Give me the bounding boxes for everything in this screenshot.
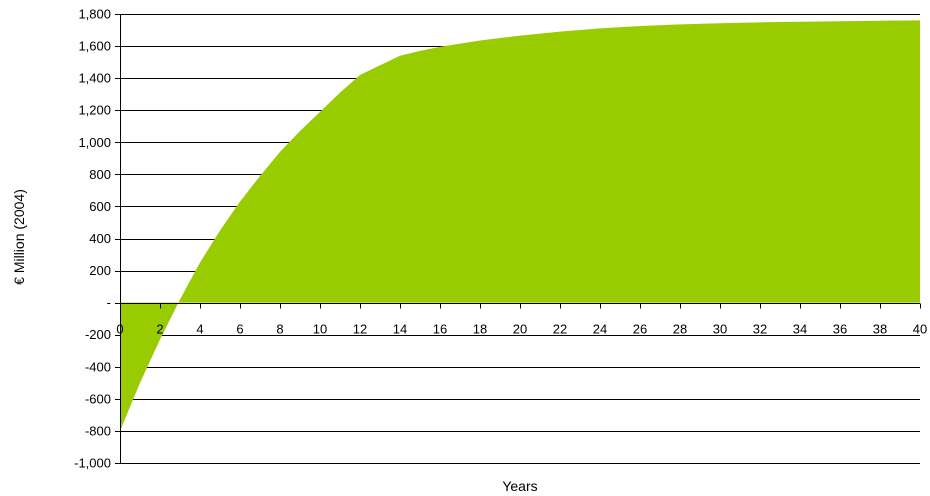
x-tick-label: 4 <box>196 322 203 337</box>
area-fill <box>120 20 920 431</box>
x-tick-label: 20 <box>513 322 527 337</box>
y-axis-tick-labels: 1,800 1,600 1,400 1,200 1,000 800 600 400 200 - -2… <box>74 7 111 471</box>
x-tick-label: 32 <box>753 322 767 337</box>
x-tick-label: 22 <box>553 322 567 337</box>
y-tick-label: 1,200 <box>78 103 111 118</box>
x-tick-label: 14 <box>393 322 407 337</box>
y-tick-label: -800 <box>85 423 111 438</box>
x-tick-label: 36 <box>833 322 847 337</box>
x-tick-label: 26 <box>633 322 647 337</box>
y-axis-title: € Million (2004) <box>11 189 27 285</box>
y-tick-label: -1,000 <box>74 456 111 471</box>
y-tick-label: -200 <box>85 327 111 342</box>
axes <box>115 14 921 464</box>
y-tick-label: -600 <box>85 391 111 406</box>
y-tick-label: 1,000 <box>78 135 111 150</box>
y-tick-label: 400 <box>89 231 111 246</box>
x-tick-label: 34 <box>793 322 807 337</box>
x-tick-label: 38 <box>873 322 887 337</box>
x-tick-label: 10 <box>313 322 327 337</box>
x-axis-tick-labels: 0 2 4 6 8 10 12 14 16 18 20 22 24 26 28 30 32 34 36 38 40 <box>116 322 927 337</box>
area-series <box>120 20 920 431</box>
x-tick-label: 6 <box>236 322 243 337</box>
y-tick-label: 1,400 <box>78 71 111 86</box>
y-tick-label: 1,800 <box>78 7 111 22</box>
y-tick-label: - <box>107 295 111 310</box>
y-tick-label: -400 <box>85 359 111 374</box>
y-tick-label: 800 <box>89 167 111 182</box>
x-tick-label: 24 <box>593 322 607 337</box>
x-tick-label: 18 <box>473 322 487 337</box>
y-tick-label: 600 <box>89 199 111 214</box>
x-axis-title: Years <box>502 478 537 494</box>
x-tick-label: 12 <box>353 322 367 337</box>
x-tick-label: 40 <box>913 322 927 337</box>
y-tick-label: 1,600 <box>78 39 111 54</box>
x-tick-label: 30 <box>713 322 727 337</box>
x-tick-label: 28 <box>673 322 687 337</box>
x-tick-label: 8 <box>276 322 283 337</box>
x-tick-label: 0 <box>116 322 123 337</box>
x-tick-label: 16 <box>433 322 447 337</box>
y-tick-label: 200 <box>89 263 111 278</box>
x-tick-label: 2 <box>156 322 163 337</box>
